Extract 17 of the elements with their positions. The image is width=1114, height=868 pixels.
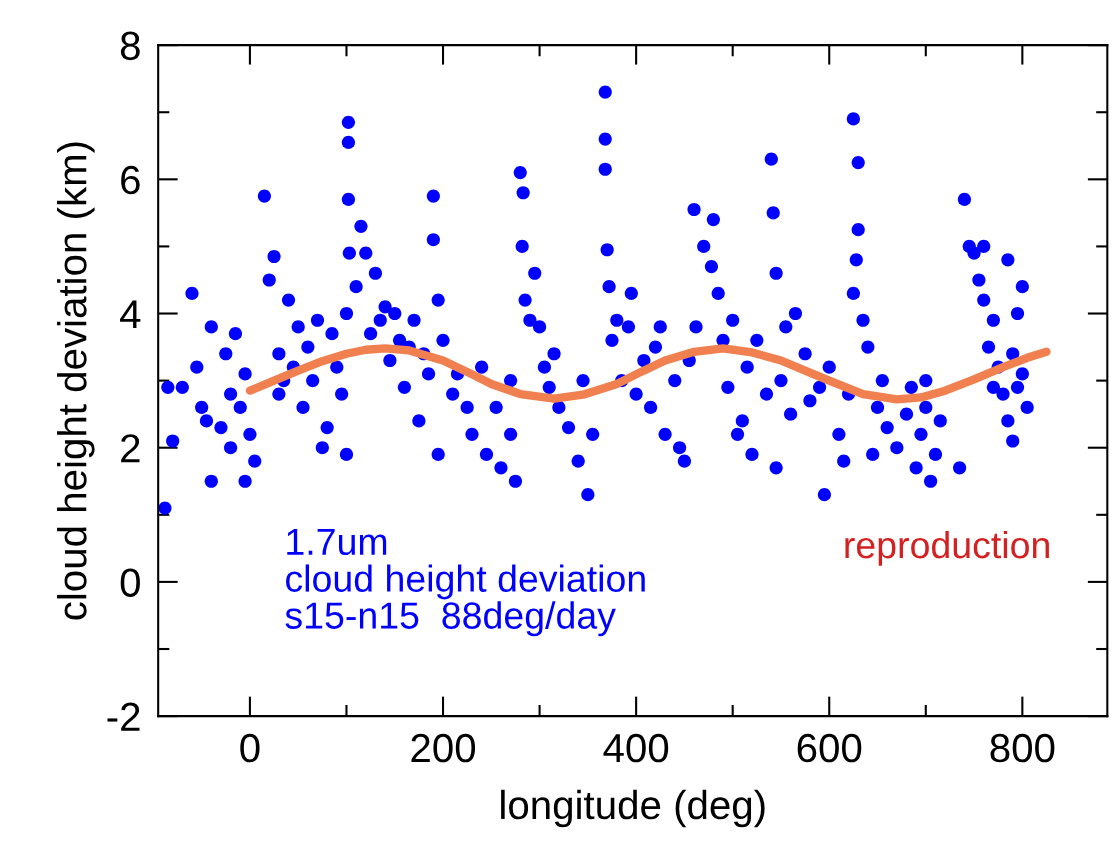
y-tick-label: 0 bbox=[120, 568, 140, 597]
x-axis-title: longitude (deg) bbox=[501, 789, 765, 828]
y-tick-label: 6 bbox=[121, 165, 140, 195]
annotation: 1.7um bbox=[287, 528, 387, 556]
x-tick-label: 400 bbox=[603, 733, 669, 763]
text: reproduction bbox=[845, 530, 1049, 566]
y-tick-label: 4 bbox=[120, 300, 141, 329]
x-tick-label: 600 bbox=[797, 733, 862, 763]
x-tick-label: 0 bbox=[240, 733, 260, 763]
x-tick-label: 200 bbox=[411, 733, 476, 763]
y-tick-label: 8 bbox=[120, 31, 140, 61]
y-tick-label: 2 bbox=[121, 434, 140, 463]
x-tick-label: 800 bbox=[990, 733, 1055, 763]
annotation: cloud height deviation bbox=[286, 564, 645, 600]
y-axis-title: cloud height deviation (km) bbox=[57, 142, 95, 620]
y-tick-label: -2 bbox=[107, 702, 140, 731]
annotation: s15-n15 88deg/day bbox=[285, 601, 616, 637]
